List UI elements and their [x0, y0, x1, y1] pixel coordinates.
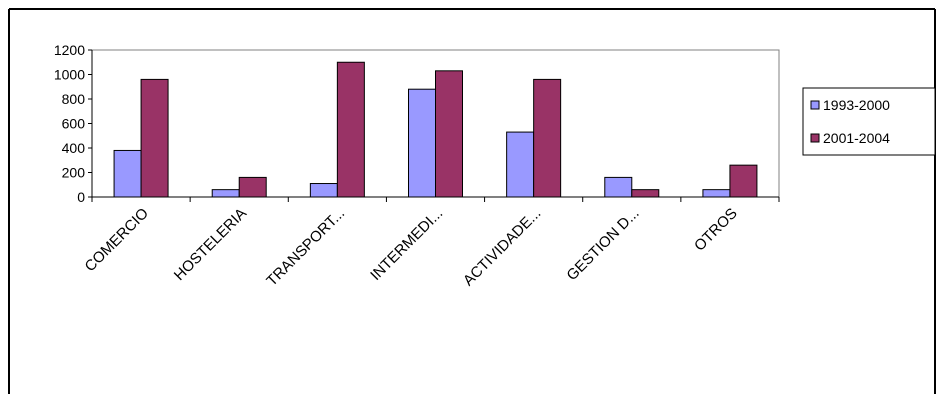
y-tick-label: 800	[62, 91, 86, 107]
bar-series-1	[113, 149, 142, 198]
bar-series-1	[408, 88, 436, 198]
bar-series-2	[631, 189, 660, 198]
bar-series-2	[729, 164, 758, 198]
legend-label-series-2: 2001-2004	[823, 130, 890, 146]
bar-series-1	[604, 176, 633, 198]
legend-label-series-1: 1993-2000	[823, 97, 890, 113]
y-tick-label: 200	[62, 165, 86, 181]
bar-series-1	[702, 189, 731, 198]
bar-series-1	[309, 183, 338, 198]
bar-series-2	[238, 176, 267, 198]
legend: 1993-2000 2001-2004	[802, 87, 936, 156]
x-tick-label: GESTION D...	[563, 205, 642, 284]
bar-series-2	[140, 78, 169, 198]
bar-series-1	[211, 189, 240, 198]
bar-series-2	[533, 78, 562, 198]
y-tick-label: 1200	[54, 42, 85, 58]
x-tick-label: ACTIVIDADE...	[460, 205, 545, 290]
x-tick-label: OTROS	[691, 205, 741, 255]
y-tick-label: 400	[62, 140, 86, 156]
x-tick-label: INTERMEDI...	[367, 205, 446, 284]
y-tick-label: 0	[77, 189, 85, 205]
legend-box	[802, 87, 936, 156]
bar-series-2	[435, 70, 463, 198]
bars-group	[113, 61, 758, 198]
x-axis: COMERCIO HOSTELERIA TRANSPORT... INTERMEDI.…	[82, 196, 780, 290]
x-tick-label: HOSTELERIA	[171, 205, 250, 284]
x-tick-label: TRANSPORT...	[263, 205, 348, 290]
y-axis: 0 200 400 600 800 1000 1200	[54, 42, 93, 205]
bar-series-1	[506, 131, 535, 198]
y-tick-label: 1000	[54, 67, 85, 83]
x-tick-label: COMERCIO	[82, 205, 152, 275]
y-tick-label: 600	[62, 116, 86, 132]
bar-series-2	[336, 61, 365, 198]
legend-swatch-series-2	[810, 133, 820, 143]
legend-swatch-series-1	[810, 100, 820, 110]
